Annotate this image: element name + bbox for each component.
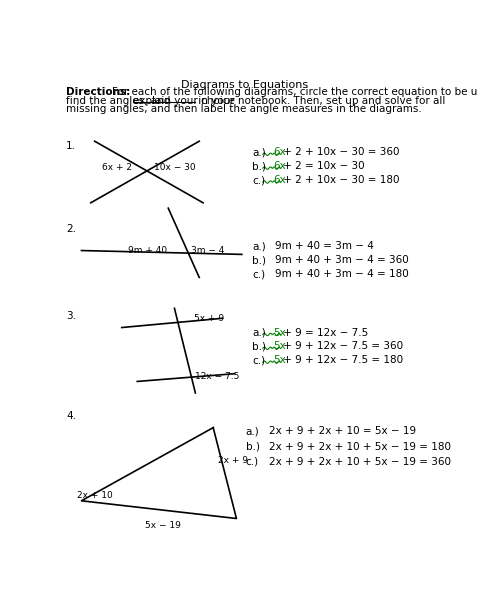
Text: 2x + 9 + 2x + 10 = 5x − 19: 2x + 9 + 2x + 10 = 5x − 19 xyxy=(269,426,416,436)
Text: + 2 = 10x − 30: + 2 = 10x − 30 xyxy=(280,161,365,171)
Text: 2x + 10: 2x + 10 xyxy=(77,491,112,500)
Text: 6x: 6x xyxy=(273,175,286,185)
Text: a.): a.) xyxy=(252,147,266,157)
Text: For each of the following diagrams, circle the correct equation to be used to: For each of the following diagrams, circ… xyxy=(112,88,478,97)
Text: 5x − 19: 5x − 19 xyxy=(145,521,181,530)
Text: 2x + 9 + 2x + 10 + 5x − 19 = 180: 2x + 9 + 2x + 10 + 5x − 19 = 180 xyxy=(269,441,451,452)
Text: a.): a.) xyxy=(252,241,266,252)
Text: 1.: 1. xyxy=(66,141,76,151)
Text: missing angles, and then label the angle measures in the diagrams.: missing angles, and then label the angle… xyxy=(66,104,422,114)
Text: Directions:: Directions: xyxy=(66,88,130,97)
Text: 9m + 40: 9m + 40 xyxy=(128,246,167,255)
Text: 2x + 9: 2x + 9 xyxy=(218,457,248,465)
Text: + 9 + 12x − 7.5 = 180: + 9 + 12x − 7.5 = 180 xyxy=(280,355,403,365)
Text: in your notebook. Then, set up and solve for all: in your notebook. Then, set up and solve… xyxy=(195,95,445,106)
Text: + 9 = 12x − 7.5: + 9 = 12x − 7.5 xyxy=(280,327,369,338)
Text: 5x: 5x xyxy=(273,327,286,338)
Text: b.): b.) xyxy=(252,255,266,265)
Text: 2.: 2. xyxy=(66,225,76,234)
Text: 5x: 5x xyxy=(273,341,286,351)
Text: 2x + 9 + 2x + 10 + 5x − 19 = 360: 2x + 9 + 2x + 10 + 5x − 19 = 360 xyxy=(269,457,451,467)
Text: a.): a.) xyxy=(246,426,260,436)
Text: c.): c.) xyxy=(246,457,259,467)
Text: 9m + 40 + 3m − 4 = 180: 9m + 40 + 3m − 4 = 180 xyxy=(275,269,409,279)
Text: + 2 + 10x − 30 = 180: + 2 + 10x − 30 = 180 xyxy=(280,175,400,185)
Text: b.): b.) xyxy=(246,441,260,452)
Text: 12x − 7.5: 12x − 7.5 xyxy=(196,372,240,381)
Text: + 2 + 10x − 30 = 360: + 2 + 10x − 30 = 360 xyxy=(280,147,400,157)
Text: c.): c.) xyxy=(252,175,265,185)
Text: 6x: 6x xyxy=(273,161,286,171)
Text: explain your choice: explain your choice xyxy=(133,95,235,106)
Text: 5x: 5x xyxy=(273,355,286,365)
Text: 3.: 3. xyxy=(66,311,76,321)
Text: 4.: 4. xyxy=(66,411,76,420)
Text: 9m + 40 = 3m − 4: 9m + 40 = 3m − 4 xyxy=(275,241,374,252)
Text: + 9 + 12x − 7.5 = 360: + 9 + 12x − 7.5 = 360 xyxy=(280,341,403,351)
Text: b.): b.) xyxy=(252,161,266,171)
Text: find the angles, and: find the angles, and xyxy=(66,95,174,106)
Text: 6x: 6x xyxy=(273,147,286,157)
Text: b.): b.) xyxy=(252,341,266,351)
Text: c.): c.) xyxy=(252,355,265,365)
Text: 9m + 40 + 3m − 4 = 360: 9m + 40 + 3m − 4 = 360 xyxy=(275,255,409,265)
Text: 6x + 2: 6x + 2 xyxy=(102,163,132,172)
Text: c.): c.) xyxy=(252,269,265,279)
Text: a.): a.) xyxy=(252,327,266,338)
Text: 3m − 4: 3m − 4 xyxy=(192,246,225,255)
Text: 10x − 30: 10x − 30 xyxy=(154,163,196,172)
Text: 5x + 9: 5x + 9 xyxy=(194,314,224,323)
Text: Diagrams to Equations: Diagrams to Equations xyxy=(182,80,308,89)
